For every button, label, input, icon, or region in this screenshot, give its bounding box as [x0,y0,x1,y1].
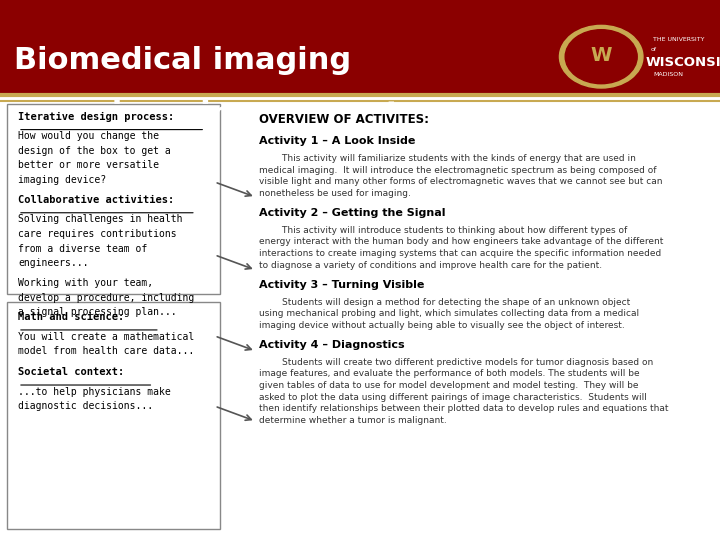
Text: MADISON: MADISON [653,72,683,77]
Text: Students will design a method for detecting the shape of an unknown object: Students will design a method for detect… [259,298,631,307]
Text: Activity 3 – Turning Visible: Activity 3 – Turning Visible [259,280,425,290]
Text: imaging device without actually being able to visually see the object of interes: imaging device without actually being ab… [259,321,625,330]
FancyBboxPatch shape [7,302,220,529]
Text: determine whether a tumor is malignant.: determine whether a tumor is malignant. [259,416,447,425]
Text: design of the box to get a: design of the box to get a [18,146,171,156]
Text: model from health care data...: model from health care data... [18,346,194,356]
Text: Solving challenges in health: Solving challenges in health [18,214,182,225]
Text: better or more versatile: better or more versatile [18,160,159,171]
FancyBboxPatch shape [7,104,220,294]
Text: Activity 1 – A Look Inside: Activity 1 – A Look Inside [259,136,415,146]
Text: energy interact with the human body and how engineers take advantage of the diff: energy interact with the human body and … [259,237,664,246]
Text: Collaborative activities:: Collaborative activities: [18,195,174,205]
Text: given tables of data to use for model development and model testing.  They will : given tables of data to use for model de… [259,381,639,390]
Text: OVERVIEW OF ACTIVITES:: OVERVIEW OF ACTIVITES: [259,113,429,126]
Text: ...to help physicians make: ...to help physicians make [18,387,171,397]
Text: to diagnose a variety of conditions and improve health care for the patient.: to diagnose a variety of conditions and … [259,260,603,269]
Text: Activity 4 – Diagnostics: Activity 4 – Diagnostics [259,340,405,350]
Text: WISCONSIN: WISCONSIN [646,56,720,69]
Text: imaging device?: imaging device? [18,175,106,185]
Text: This activity will familiarize students with the kinds of energy that are used i: This activity will familiarize students … [259,154,636,163]
Text: How would you change the: How would you change the [18,131,159,141]
Text: - engineering concepts: - engineering concepts [14,100,419,129]
Text: diagnostic decisions...: diagnostic decisions... [18,401,153,411]
Text: Activity 2 – Getting the Signal: Activity 2 – Getting the Signal [259,208,446,218]
Text: visible light and many other forms of electromagnetic waves that we cannot see b: visible light and many other forms of el… [259,177,662,186]
Text: Societal context:: Societal context: [18,367,125,377]
Text: Math and science:: Math and science: [18,312,125,322]
Text: develop a procedure, including: develop a procedure, including [18,293,194,303]
Text: interactions to create imaging systems that can acquire the specific information: interactions to create imaging systems t… [259,249,662,258]
Text: care requires contributions: care requires contributions [18,229,176,239]
Circle shape [565,30,637,84]
Text: then identify relationships between their plotted data to develop rules and equa: then identify relationships between thei… [259,404,669,413]
Text: a signal processing plan...: a signal processing plan... [18,307,176,318]
Text: nonetheless be used for imaging.: nonetheless be used for imaging. [259,188,411,198]
Text: engineers...: engineers... [18,258,89,268]
Text: Iterative design process:: Iterative design process: [18,112,174,122]
Text: medical imaging.  It will introduce the electromagnetic spectrum as being compos: medical imaging. It will introduce the e… [259,165,657,174]
Text: Students will create two different predictive models for tumor diagnosis based o: Students will create two different predi… [259,357,654,367]
Text: Working with your team,: Working with your team, [18,278,153,288]
Text: using mechanical probing and light, which simulates collecting data from a medic: using mechanical probing and light, whic… [259,309,639,318]
Text: of: of [650,47,656,52]
Circle shape [559,25,643,88]
Text: Biomedical imaging: Biomedical imaging [14,46,351,75]
Text: W: W [590,46,612,65]
Text: image features, and evaluate the performance of both models. The students will b: image features, and evaluate the perform… [259,369,640,379]
Text: THE UNIVERSITY: THE UNIVERSITY [653,37,705,42]
Text: from a diverse team of: from a diverse team of [18,244,148,254]
Text: You will create a mathematical: You will create a mathematical [18,332,194,342]
FancyBboxPatch shape [0,0,720,94]
Text: This activity will introduce students to thinking about how different types of: This activity will introduce students to… [259,226,627,235]
Text: asked to plot the data using different pairings of image characteristics.  Stude: asked to plot the data using different p… [259,393,647,402]
